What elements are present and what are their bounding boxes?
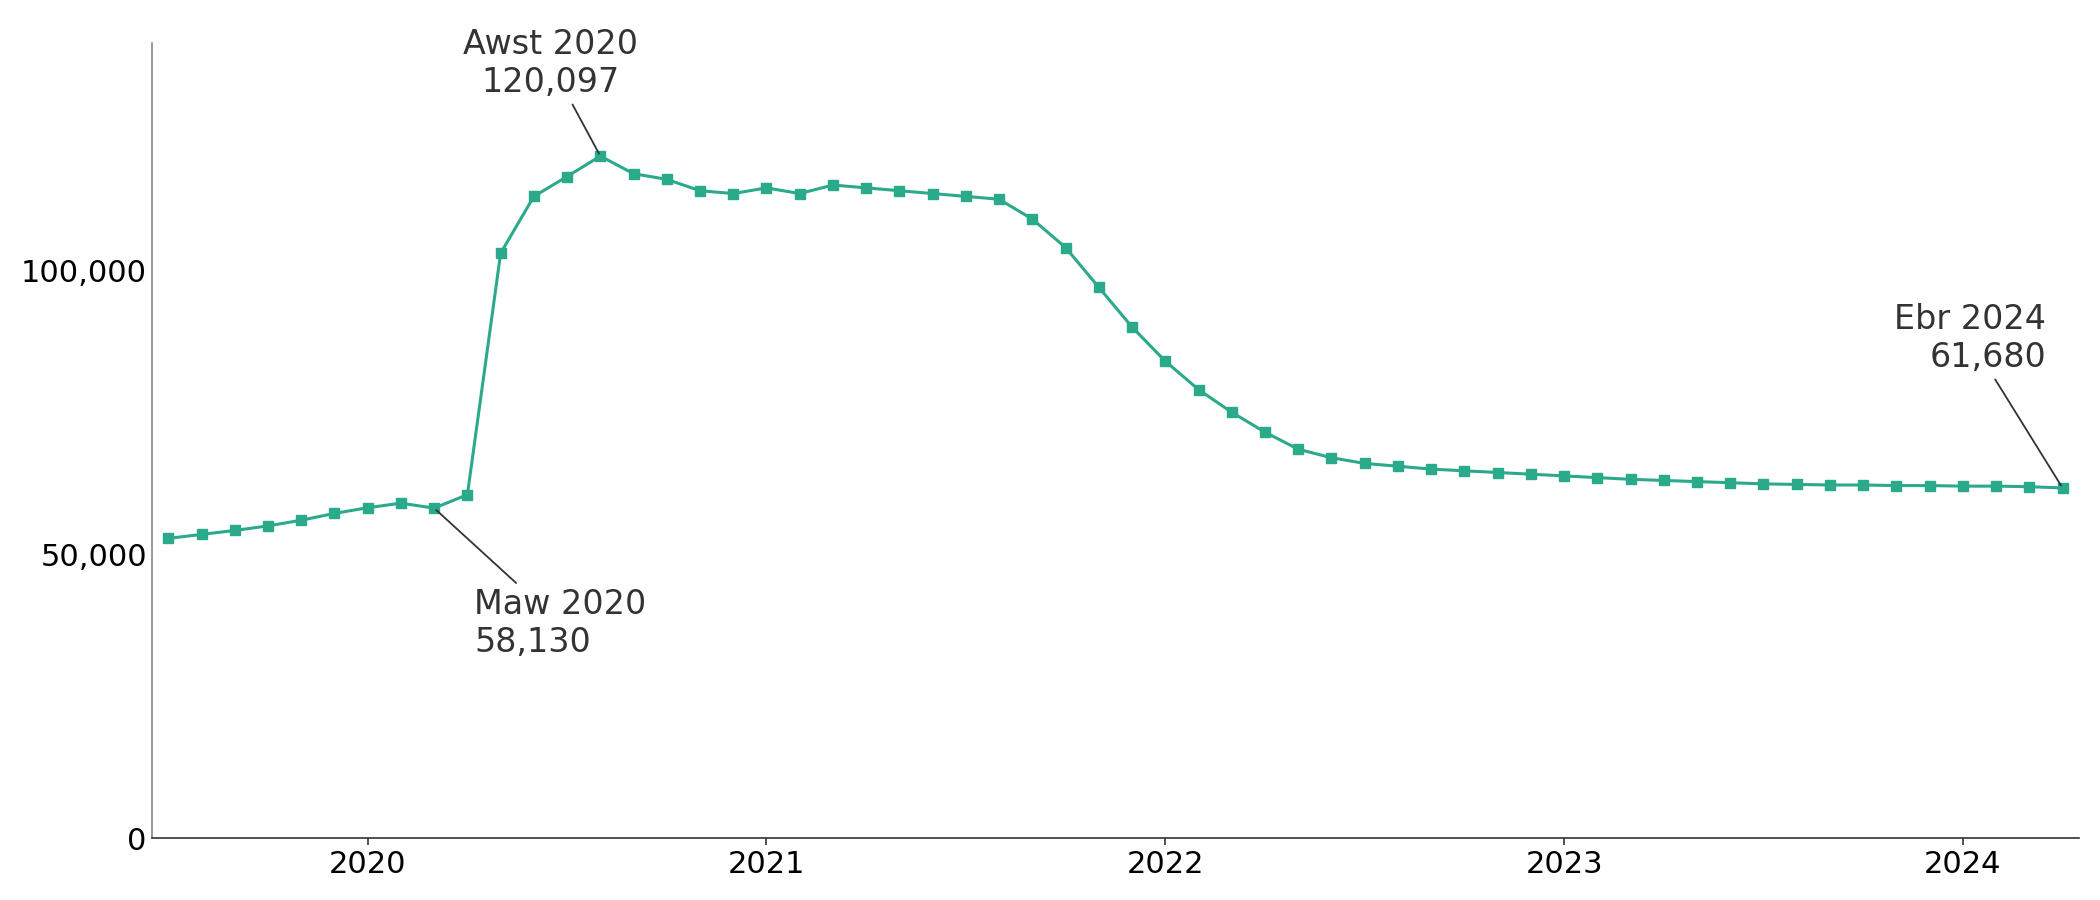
Text: Awst 2020
120,097: Awst 2020 120,097: [462, 28, 638, 154]
Text: Ebr 2024
61,680: Ebr 2024 61,680: [1894, 303, 2060, 486]
Text: Maw 2020
58,130: Maw 2020 58,130: [437, 510, 647, 659]
